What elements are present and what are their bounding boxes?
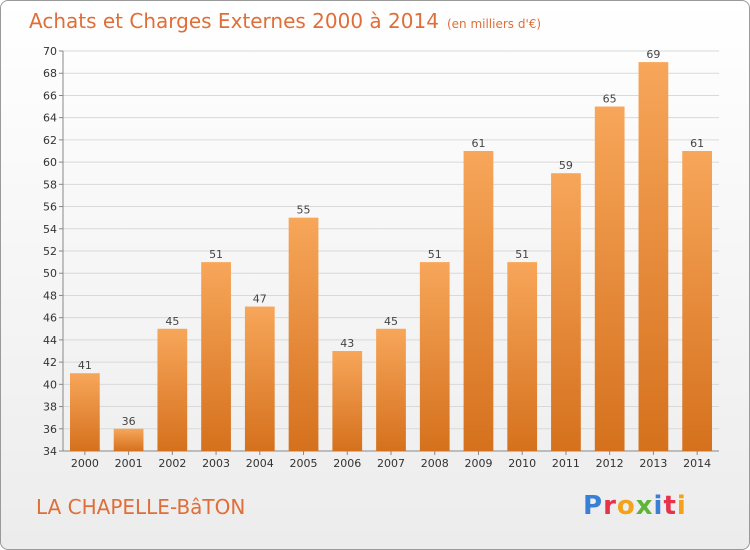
- data-label: 69: [646, 48, 660, 61]
- x-tick-label: 2012: [596, 457, 624, 470]
- proxiti-logo: Proxiti: [583, 491, 687, 521]
- y-tick-label: 60: [43, 156, 57, 169]
- bar-2005: [288, 217, 319, 451]
- y-tick-label: 70: [43, 45, 57, 58]
- data-label: 51: [428, 248, 442, 261]
- data-label: 45: [384, 315, 398, 328]
- x-tick-label: 2014: [683, 457, 711, 470]
- commune-name: LA CHAPELLE-BâTON: [36, 495, 246, 519]
- x-tick-label: 2001: [115, 457, 143, 470]
- data-label: 65: [603, 93, 617, 106]
- y-tick-label: 50: [43, 267, 57, 280]
- bar-2004: [244, 306, 275, 451]
- data-label: 55: [297, 204, 311, 217]
- x-tick-label: 2005: [290, 457, 318, 470]
- x-tick-label: 2007: [377, 457, 405, 470]
- data-label: 47: [253, 293, 267, 306]
- x-tick-label: 2003: [202, 457, 230, 470]
- bar-2010: [507, 262, 538, 451]
- bars: [69, 62, 713, 452]
- x-tick-label: 2008: [421, 457, 449, 470]
- y-tick-label: 44: [43, 334, 57, 347]
- chart-title-text: Achats et Charges Externes 2000 à 2014: [29, 9, 439, 33]
- data-label: 41: [78, 359, 92, 372]
- y-tick-label: 66: [43, 89, 57, 102]
- bar-2006: [332, 351, 363, 451]
- y-tick-label: 48: [43, 289, 57, 302]
- bar-2009: [463, 151, 494, 451]
- bar-2007: [376, 328, 406, 451]
- data-label: 36: [122, 415, 136, 428]
- y-tick-label: 54: [43, 223, 57, 236]
- x-tick-label: 2002: [158, 457, 186, 470]
- y-tick-label: 46: [43, 312, 57, 325]
- x-tick-label: 2011: [552, 457, 580, 470]
- chart-unit: (en milliers d'€): [446, 17, 542, 31]
- labels: 34 36 38 40 42 44 46 48 50 52 54 56 58 60 62 64 66 68 70 41…: [43, 45, 711, 470]
- data-label: 51: [209, 248, 223, 261]
- y-tick-label: 68: [43, 67, 57, 80]
- y-tick-label: 42: [43, 356, 57, 369]
- bar-2001: [113, 428, 144, 451]
- bar-2008: [419, 262, 450, 451]
- bar-2002: [157, 328, 188, 451]
- y-tick-label: 56: [43, 201, 57, 214]
- data-label: 51: [515, 248, 529, 261]
- y-tick-label: 40: [43, 378, 57, 391]
- x-tick-label: 2013: [639, 457, 667, 470]
- bar-2014: [682, 151, 713, 451]
- data-label: 61: [690, 137, 704, 150]
- y-tick-label: 34: [43, 445, 57, 458]
- bar-2013: [638, 62, 669, 451]
- y-tick-label: 52: [43, 245, 57, 258]
- data-label: 61: [471, 137, 485, 150]
- x-tick-label: 2000: [71, 457, 99, 470]
- x-tick-label: 2009: [464, 457, 492, 470]
- bar-2000: [69, 373, 100, 451]
- chart-title: Achats et Charges Externes 2000 à 2014 (e…: [29, 9, 541, 33]
- y-tick-label: 64: [43, 112, 57, 125]
- bar-2012: [594, 106, 625, 452]
- y-tick-label: 36: [43, 423, 57, 436]
- y-tick-label: 58: [43, 178, 57, 191]
- data-label: 45: [165, 315, 179, 328]
- bar-2011: [551, 173, 581, 451]
- x-tick-label: 2010: [508, 457, 536, 470]
- data-label: 43: [340, 337, 354, 350]
- y-tick-label: 38: [43, 401, 57, 414]
- x-tick-label: 2004: [246, 457, 274, 470]
- y-tick-label: 62: [43, 134, 57, 147]
- x-tick-label: 2006: [333, 457, 361, 470]
- bar-2003: [201, 262, 231, 451]
- data-label: 59: [559, 159, 573, 172]
